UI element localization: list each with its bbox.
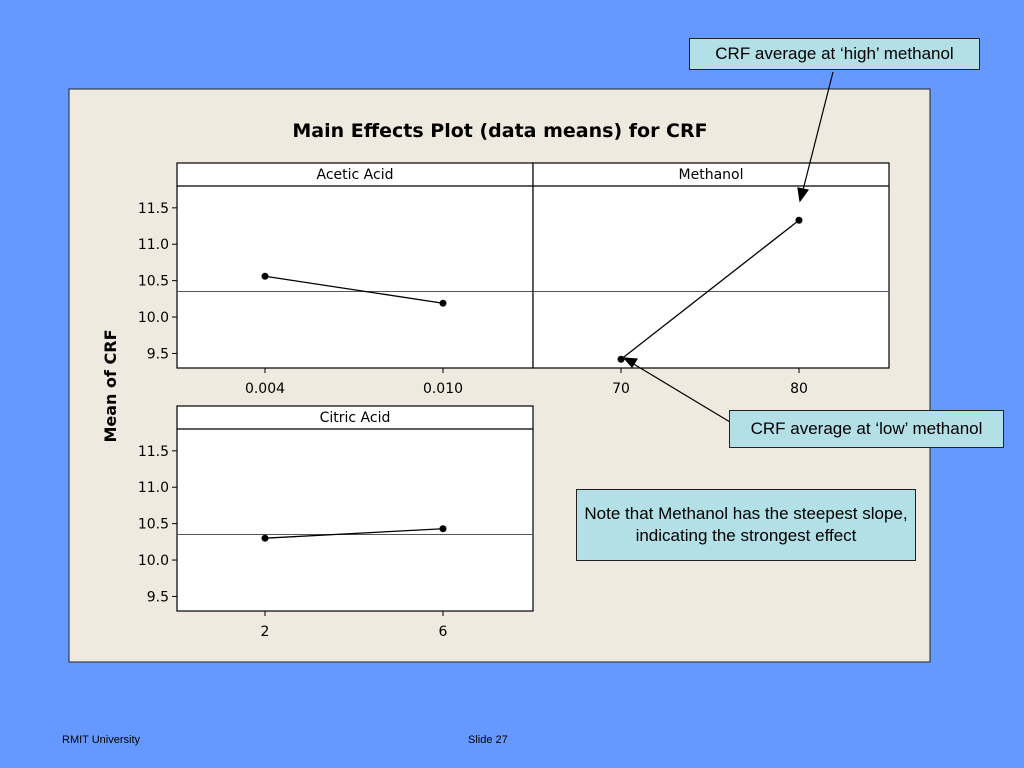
footer-institution: RMIT University [62, 734, 141, 746]
y-tick-label: 9.5 [147, 589, 169, 605]
panel-title-citric-acid: Citric Acid [320, 410, 391, 426]
panel-frame-acetic-acid [176, 162, 534, 369]
y-tick-label: 11.0 [138, 480, 169, 496]
y-tick-label: 10.5 [138, 517, 169, 533]
panel-frame-citric-acid [176, 405, 534, 612]
panel-frame-methanol [532, 162, 890, 369]
data-point-methanol [795, 216, 803, 224]
y-tick-label: 10.0 [138, 310, 169, 326]
x-tick-label-methanol: 70 [612, 381, 630, 397]
arrow-low-line [631, 362, 731, 423]
arrow-high-line [802, 71, 834, 191]
x-tick-label-citric-acid: 6 [439, 624, 448, 640]
y-tick-label: 11.5 [138, 201, 169, 217]
arrow-low-head [622, 357, 639, 368]
data-point-acetic-acid [439, 299, 447, 307]
callout-arrows [622, 71, 834, 423]
x-tick-label-acetic-acid: 0.004 [245, 381, 285, 397]
y-tick-label: 11.5 [138, 444, 169, 460]
panel-title-acetic-acid: Acetic Acid [317, 167, 394, 183]
footer-slide-number: Slide 27 [468, 734, 508, 746]
series-line-methanol [620, 219, 800, 360]
data-point-citric-acid [439, 525, 447, 533]
x-tick-label-citric-acid: 2 [261, 624, 270, 640]
panel-title-methanol: Methanol [679, 167, 744, 183]
y-tick-label: 11.0 [138, 237, 169, 253]
callout-note: Note that Methanol has the steepest slop… [576, 489, 916, 561]
data-point-citric-acid [261, 534, 269, 542]
y-tick-label: 9.5 [147, 346, 169, 362]
x-tick-label-methanol: 80 [790, 381, 808, 397]
series-line-acetic-acid [264, 275, 444, 304]
chart-title: Main Effects Plot (data means) for CRF [292, 120, 707, 142]
y-tick-label: 10.5 [138, 274, 169, 290]
series-line-citric-acid [264, 528, 444, 539]
arrow-high-head [797, 187, 810, 203]
data-point-methanol [617, 355, 625, 363]
data-point-acetic-acid [261, 272, 269, 280]
callout-high-methanol: CRF average at ‘high’ methanol [689, 38, 980, 70]
y-axis-label: Mean of CRF [101, 329, 120, 442]
y-tick-label: 10.0 [138, 553, 169, 569]
callout-low-methanol: CRF average at ‘low’ methanol [729, 410, 1004, 448]
x-tick-label-acetic-acid: 0.010 [423, 381, 463, 397]
